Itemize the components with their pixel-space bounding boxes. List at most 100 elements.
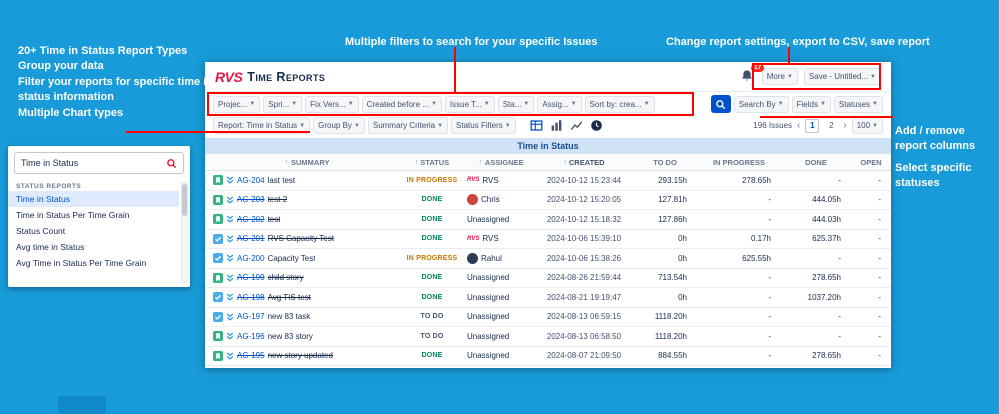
notifications-bell-icon[interactable]: 17 — [740, 63, 764, 85]
table-row[interactable]: AG-200 Capacity Test IN PROGRESS Rahul 2024-… — [205, 249, 891, 269]
assignee-name: Rahul — [481, 253, 502, 263]
group-by-dropdown[interactable]: Group By ▼ — [313, 117, 365, 134]
table-row[interactable]: AG-195 new story updated DONE Unassigned 202… — [205, 347, 891, 366]
status-label: DONE — [421, 274, 443, 282]
status-label: IN PROGRESS — [406, 254, 458, 262]
table-row[interactable]: AG-196 new 83 story TO DO Unassigned 2024-08… — [205, 327, 891, 347]
table-row[interactable]: AG-197 new 83 task TO DO Unassigned 2024-08-… — [205, 308, 891, 327]
filter-chip[interactable]: Spri... ▼ — [263, 95, 303, 113]
table-row[interactable]: AG-199 child story DONE Unassigned 2024-08-2… — [205, 269, 891, 288]
chevron-down-icon: ▼ — [483, 101, 490, 107]
issue-key-link[interactable]: AG-204 — [237, 175, 265, 185]
issue-key-link[interactable]: AG-202 — [237, 214, 265, 224]
pagination-page[interactable]: 1 — [805, 118, 820, 133]
filter-chip[interactable]: Created before ... ▼ — [361, 95, 442, 113]
inprogress-hours: 625.55h — [742, 253, 771, 263]
filter-chip[interactable]: Issue T... ▼ — [444, 95, 495, 113]
column-header[interactable]: ↑ SUMMARY — [284, 157, 330, 167]
table-title: Time in Status — [205, 138, 891, 154]
task-icon — [213, 253, 223, 264]
column-header[interactable]: ↑ ASSIGNEE — [478, 157, 524, 167]
todo-hours: 884.55h — [658, 351, 687, 361]
chevron-down-icon: ▼ — [299, 122, 306, 129]
scrollbar-thumb[interactable] — [182, 184, 187, 216]
created-timestamp: 2024-08-26 21:59:44 — [546, 273, 622, 283]
clock-view-icon[interactable] — [589, 118, 604, 133]
report-type-option[interactable]: Time in Status Per Time Grain — [16, 210, 130, 220]
chevron-down-icon: ▼ — [523, 101, 530, 107]
filter-chip[interactable]: Sort by: crea... ▼ — [584, 95, 655, 113]
todo-hours: 1118.20h — [654, 312, 687, 322]
task-icon — [213, 292, 223, 303]
column-header[interactable]: ↑ STATUS — [414, 157, 450, 167]
annotation-line: Multiple Chart types — [18, 106, 124, 119]
issue-key-link[interactable]: AG-198 — [237, 292, 265, 302]
report-type-picker: Time in Status STATUS REPORTS Time in St… — [8, 146, 190, 287]
todo-hours: 1118.20h — [654, 331, 687, 341]
filter-chip[interactable]: Projec... ▼ — [213, 95, 261, 113]
issue-key-link[interactable]: AG-197 — [237, 312, 265, 322]
table-row[interactable]: AG-201 RVS Capacity Test DONE RVS RVS 2024-10… — [205, 230, 891, 249]
filter-chip[interactable]: Sta... ▼ — [497, 95, 535, 113]
filter-chip[interactable]: Fix Vers... ▼ — [305, 95, 359, 113]
inprogress-hours: - — [768, 351, 771, 361]
chevron-down-icon: ▼ — [291, 101, 298, 107]
status-filters-dropdown[interactable]: Status Filters ▼ — [451, 117, 516, 134]
issue-summary: test 2 — [267, 195, 288, 205]
table-row[interactable]: AG-198 Avg TIS test DONE Unassigned 2024-08-… — [205, 288, 891, 308]
inprogress-hours: - — [768, 292, 771, 302]
report-type-option[interactable]: Avg Time in Status Per Time Grain — [16, 258, 147, 268]
pagination-prev[interactable]: ‹ — [797, 120, 801, 131]
table-view-icon[interactable] — [529, 118, 544, 133]
column-header[interactable]: IN PROGRESS — [712, 157, 766, 167]
report-search-input[interactable]: Time in Status — [14, 152, 184, 174]
annotation-line: 20+ Time in Status Report Types — [18, 45, 188, 57]
chevron-down-icon: ▼ — [786, 73, 793, 80]
pagination-page[interactable]: 2 — [829, 121, 834, 130]
pagination-next[interactable]: › — [843, 120, 847, 131]
report-type-option[interactable]: Time in Status — [8, 191, 179, 207]
todo-hours: 127.81h — [658, 195, 687, 205]
done-hours: 444.03h — [812, 214, 841, 224]
column-header[interactable]: ↑ CREATED — [563, 157, 605, 167]
column-header[interactable]: DONE — [805, 157, 827, 167]
more-button[interactable]: More ▼ — [761, 68, 798, 85]
page-size-dropdown[interactable]: 100 ▼ — [851, 117, 883, 134]
todo-hours: 127.86h — [658, 214, 687, 224]
issue-key-link[interactable]: AG-201 — [237, 234, 265, 244]
priority-icon — [226, 274, 234, 282]
issue-key-link[interactable]: AG-195 — [237, 351, 265, 361]
table-row[interactable]: AG-204 last test IN PROGRESS RVS RVS 2024-10-… — [205, 171, 891, 191]
assignee-name: RVS — [482, 175, 499, 185]
chevron-down-icon: ▼ — [643, 101, 650, 107]
story-icon — [213, 175, 223, 186]
status-label: DONE — [421, 215, 443, 223]
inprogress-hours: - — [768, 273, 771, 283]
report-type-option[interactable]: Status Count — [16, 226, 66, 236]
line-chart-view-icon[interactable] — [569, 118, 584, 133]
table-row[interactable]: AG-203 test 2 DONE Chris 2024-10-12 15:20:05… — [205, 191, 891, 210]
fields-dropdown[interactable]: Fields ▼ — [791, 95, 831, 113]
search-button[interactable] — [710, 95, 731, 113]
save-button[interactable]: Save - Untitled... ▼ — [803, 68, 881, 85]
report-type-option[interactable]: Avg time in Status — [16, 242, 85, 252]
chevron-down-icon: ▼ — [249, 101, 256, 107]
table-row[interactable]: AG-202 test DONE Unassigned 2024-10-12 15:18… — [205, 210, 891, 230]
issue-key-link[interactable]: AG-196 — [237, 331, 265, 341]
chevron-down-icon: ▼ — [430, 101, 437, 107]
bar-chart-view-icon[interactable] — [549, 118, 564, 133]
notification-badge: 17 — [751, 63, 764, 72]
issue-key-link[interactable]: AG-203 — [237, 195, 265, 205]
filter-chip[interactable]: Assig... ▼ — [537, 95, 582, 113]
scrollbar[interactable] — [181, 182, 188, 283]
issue-summary: new story updated — [267, 351, 333, 361]
report-type-dropdown[interactable]: Report: Time in Status ▼ — [213, 117, 311, 134]
statuses-dropdown[interactable]: Statuses ▼ — [833, 95, 883, 113]
story-icon — [213, 350, 223, 361]
column-header[interactable]: TO DO — [653, 157, 677, 167]
summary-criteria-dropdown[interactable]: Summary Criteria ▼ — [367, 117, 449, 134]
search-by-dropdown[interactable]: Search By ▼ — [733, 95, 789, 113]
issue-key-link[interactable]: AG-200 — [237, 253, 265, 263]
issue-key-link[interactable]: AG-199 — [237, 273, 265, 283]
column-header[interactable]: OPEN — [860, 157, 882, 167]
